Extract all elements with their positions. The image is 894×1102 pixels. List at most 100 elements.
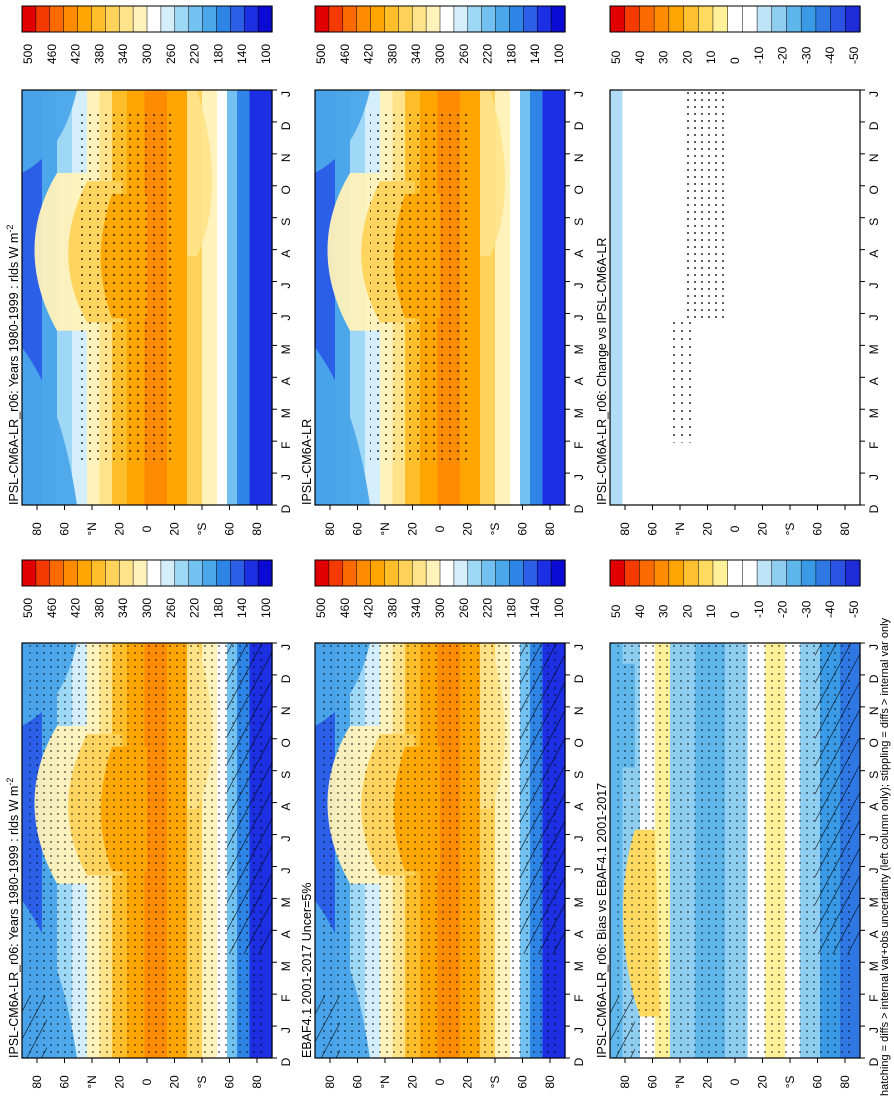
y-tick-label: 80: [618, 522, 632, 536]
y-tick-label: 60: [58, 1075, 72, 1089]
colorbar-swatch: [411, 559, 427, 587]
colorbar-label: 140: [235, 598, 249, 618]
x-tick-label: O: [867, 185, 881, 194]
stippling: [322, 643, 558, 1058]
colorbar-swatch: [398, 559, 413, 587]
panel-title: IPSL-CM6A-LR: [300, 419, 314, 505]
colorbar-swatch: [453, 5, 469, 33]
colorbar-swatch: [202, 559, 218, 587]
y-tick-label: 80: [30, 1075, 44, 1089]
colorbar-label: 40: [633, 604, 647, 618]
colorbar-label: 420: [69, 44, 83, 64]
stippling: [77, 110, 177, 464]
y-tick-label: °S: [195, 523, 209, 536]
x-tick-label: J: [279, 474, 293, 480]
colorbar-swatch: [174, 559, 190, 587]
colorbar-label: 420: [69, 598, 83, 618]
x-tick-label: A: [572, 803, 586, 811]
colorbar-swatch: [314, 559, 330, 587]
colorbar-swatch: [697, 559, 714, 587]
x-tick-label: A: [572, 250, 586, 258]
heatmap-panel: D J F M A M J J A S O N D J 80 60 °N 20 0 20 °S 60 80 IPSL-CM6A…: [5, 559, 293, 1089]
colorbar-swatch: [35, 5, 51, 33]
stippling: [685, 90, 725, 319]
colorbar-swatch: [230, 559, 245, 587]
colorbar-swatch: [160, 559, 176, 587]
heatmap-panel: D J F M A M J J A S O N D J 80 60 °N 20 0 20 °S 60 80 IPSL-CM6A…: [595, 5, 881, 536]
y-tick-label: °S: [488, 523, 502, 536]
x-tick-label: J: [572, 314, 586, 320]
x-tick-label: M: [867, 344, 881, 354]
x-tick-label: F: [572, 441, 586, 448]
y-tick-label: 80: [323, 522, 337, 536]
colorbar-label: 140: [528, 598, 542, 618]
colorbar-swatch: [146, 5, 162, 33]
y-tick-label: 20: [756, 522, 770, 536]
colorbar-swatch: [230, 5, 245, 33]
colorbar-swatch: [467, 5, 483, 33]
x-tick-label: N: [279, 707, 293, 716]
y-tick-label: °S: [783, 523, 797, 536]
colorbar-label: 30: [657, 50, 671, 64]
colorbar-swatch: [624, 559, 641, 587]
heatmap-band: [249, 90, 273, 505]
x-tick-label: F: [867, 994, 881, 1001]
x-tick-label: M: [572, 408, 586, 418]
x-tick-label: J: [867, 644, 881, 650]
colorbar-label: 40: [633, 50, 647, 64]
colorbar-swatch: [653, 5, 670, 33]
colorbar-label: 260: [457, 44, 471, 64]
x-tick-label: O: [572, 185, 586, 194]
colorbar-label: -30: [799, 46, 813, 64]
x-tick-label: A: [572, 930, 586, 938]
x-tick-label: D: [867, 674, 881, 683]
colorbar-label: -20: [776, 46, 790, 64]
colorbar-swatch: [188, 5, 204, 33]
colorbar-label: 300: [140, 598, 154, 618]
stippling: [670, 318, 695, 443]
heatmap-panel: D J F M A M J J A S O N D J 80 60 °N 20 0 20 °S 60 80 IPSL-CM6A…: [300, 5, 586, 536]
colorbar-swatch: [495, 559, 511, 587]
colorbar-label: 100: [259, 598, 273, 618]
colorbar-swatch: [800, 559, 817, 587]
heatmap-band: [510, 90, 521, 505]
colorbar-label: -40: [823, 46, 837, 64]
x-tick-label: M: [572, 897, 586, 907]
colorbar-label: 20: [680, 50, 694, 64]
x-tick-label: M: [279, 408, 293, 418]
colorbar-label: -50: [847, 46, 861, 64]
colorbar-swatch: [830, 5, 846, 33]
colorbar-label: 380: [92, 44, 106, 64]
colorbar-swatch: [411, 5, 427, 33]
colorbar-swatch: [481, 559, 497, 587]
heatmap-band: [520, 90, 531, 505]
x-tick-label: M: [572, 344, 586, 354]
x-tick-label: D: [572, 504, 586, 513]
heatmap-panel: D J F M A M J J A S O N D J 80 60 °N 20 0 20 °S 60 80 IPSL-CM6A…: [5, 5, 293, 536]
x-tick-label: D: [572, 674, 586, 683]
x-tick-label: D: [867, 121, 881, 130]
y-tick-label: 60: [646, 522, 660, 536]
y-tick-label: 60: [223, 1075, 237, 1089]
colorbar-label: 220: [481, 44, 495, 64]
colorbar-swatch: [786, 5, 802, 33]
colorbar-label: 500: [21, 598, 35, 618]
colorbar-label: 380: [92, 598, 106, 618]
x-tick-label: A: [279, 377, 293, 385]
x-tick-label: O: [279, 185, 293, 194]
colorbar-swatch: [523, 5, 538, 33]
x-tick-label: D: [279, 121, 293, 130]
x-tick-label: S: [572, 771, 586, 779]
x-tick-label: F: [279, 994, 293, 1001]
x-tick-label: J: [279, 283, 293, 289]
x-tick-label: O: [279, 738, 293, 747]
colorbar-swatch: [453, 559, 469, 587]
panel-title: IPSL-CM6A-LR_r06: Bias vs EBAF4.1 2001-2…: [595, 783, 609, 1058]
colorbar-label: 180: [504, 598, 518, 618]
x-tick-label: A: [867, 250, 881, 258]
y-tick-label: 60: [516, 522, 530, 536]
seasonal-contour: [187, 90, 212, 256]
colorbar-swatch: [727, 5, 744, 33]
x-tick-label: M: [572, 961, 586, 971]
x-tick-label: S: [867, 771, 881, 779]
